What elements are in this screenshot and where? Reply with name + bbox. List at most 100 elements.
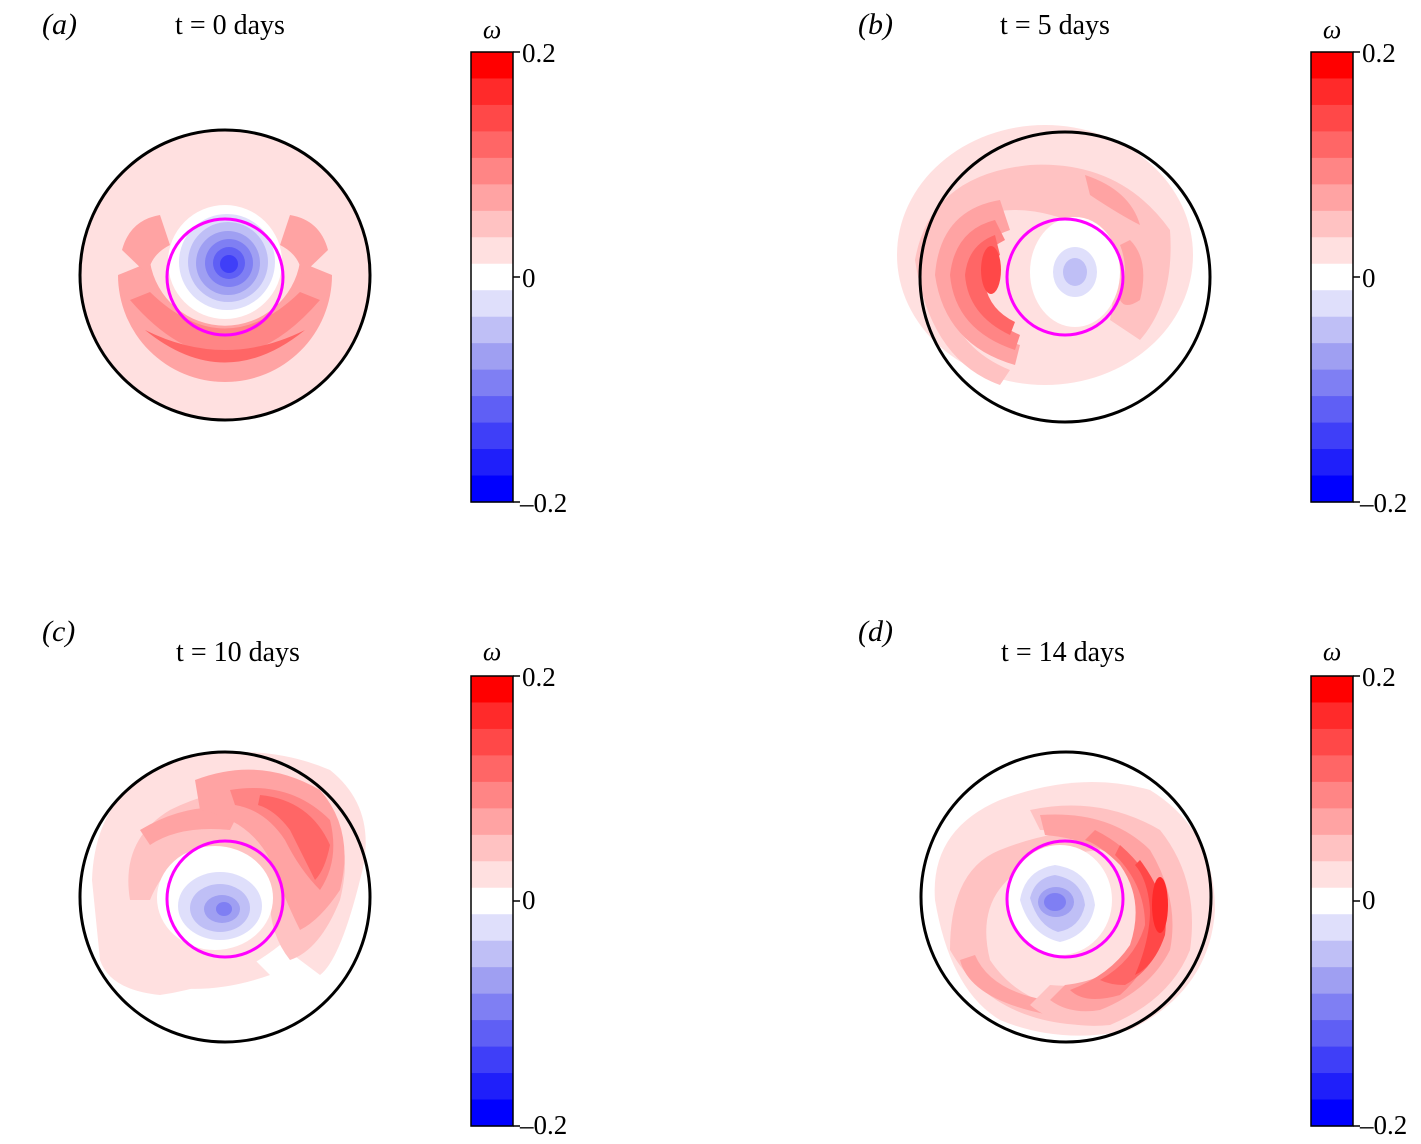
colorbar-tick-max-b: 0.2	[1362, 38, 1396, 68]
colorbar-band	[1311, 210, 1353, 238]
colorbar-band	[471, 210, 513, 238]
vorticity-field-a	[80, 130, 370, 420]
colorbar-band	[471, 781, 513, 809]
panel-title-a: t = 0 days	[175, 10, 285, 41]
colorbar-band	[1311, 184, 1353, 212]
colorbar-band	[471, 755, 513, 783]
colorbar-band	[1311, 316, 1353, 344]
outer-boundary-circle-c	[78, 750, 372, 1044]
colorbar-band	[1311, 263, 1353, 291]
colorbar-band	[1311, 1073, 1353, 1101]
colorbar-band	[1311, 343, 1353, 371]
panel-a: (a) t = 0 days ω 0.2 0	[42, 8, 567, 518]
colorbar-band	[471, 52, 513, 80]
colorbar-b: ω 0.2 0 –0.2	[1310, 15, 1407, 518]
colorbar-tick-min-c: –0.2	[519, 1110, 567, 1140]
colorbar-band	[1311, 449, 1353, 477]
colorbar-tick-zero-d: 0	[1362, 885, 1376, 915]
inner-radius-circle-c	[165, 839, 285, 959]
colorbar-tick-max-d: 0.2	[1362, 662, 1396, 692]
colorbar-band	[1311, 834, 1353, 862]
colorbar-title-b: ω	[1323, 15, 1341, 44]
vorticity-field-b	[897, 125, 1193, 385]
colorbar-tick-zero-a: 0	[522, 263, 536, 293]
panel-label-d: (d)	[858, 615, 893, 648]
colorbar-band	[1311, 1046, 1353, 1074]
colorbar-band	[471, 914, 513, 942]
colorbar-band	[1311, 940, 1353, 968]
colorbar-band	[1311, 396, 1353, 424]
colorbar-band	[471, 316, 513, 344]
colorbar-band	[471, 993, 513, 1021]
colorbar-title-c: ω	[483, 637, 501, 666]
outer-boundary-circle-d	[919, 750, 1213, 1044]
panel-title-b: t = 5 days	[1000, 10, 1110, 41]
colorbar-band	[1311, 157, 1353, 185]
colorbar-band	[471, 967, 513, 995]
colorbar-tick-min-d: –0.2	[1359, 1110, 1407, 1140]
colorbar-title-a: ω	[483, 15, 501, 44]
colorbar-band	[1311, 887, 1353, 915]
colorbar-band	[471, 676, 513, 704]
inner-radius-circle-a	[165, 217, 285, 337]
colorbar-band	[1311, 131, 1353, 159]
colorbar-band	[471, 343, 513, 371]
colorbar-band	[471, 1046, 513, 1074]
panel-label-b: (b)	[858, 8, 893, 41]
colorbar-tick-max-a: 0.2	[522, 38, 556, 68]
colorbar-band	[471, 157, 513, 185]
colorbar-band	[471, 263, 513, 291]
colorbar-tick-min-a: –0.2	[519, 488, 567, 518]
colorbar-band	[1311, 1020, 1353, 1048]
colorbar-band	[471, 475, 513, 503]
colorbar-band	[1311, 290, 1353, 318]
colorbar-band	[471, 449, 513, 477]
vorticity-field-d	[934, 782, 1215, 1036]
panel-label-c: (c)	[42, 615, 75, 648]
colorbar-band	[1311, 422, 1353, 450]
colorbar-band	[471, 702, 513, 730]
panel-title-d: t = 14 days	[1001, 637, 1125, 668]
colorbar-c: ω 0.2 0 –0.2	[470, 637, 567, 1140]
colorbar-band	[471, 422, 513, 450]
colorbar-band	[471, 1020, 513, 1048]
colorbar-tick-zero-c: 0	[522, 885, 536, 915]
colorbar-band	[1311, 755, 1353, 783]
colorbar-band	[1311, 475, 1353, 503]
colorbar-band	[1311, 78, 1353, 106]
panel-label-a: (a)	[42, 8, 77, 41]
inner-radius-circle-d	[1005, 839, 1125, 959]
colorbar-d: ω 0.2 0 –0.2	[1310, 637, 1407, 1140]
colorbar-band	[1311, 808, 1353, 836]
colorbar-band	[471, 131, 513, 159]
colorbar-band	[471, 887, 513, 915]
colorbar-band	[471, 184, 513, 212]
colorbar-band	[1311, 1099, 1353, 1127]
colorbar-band	[471, 808, 513, 836]
inner-radius-circle-b	[1005, 217, 1125, 337]
colorbar-tick-zero-b: 0	[1362, 263, 1376, 293]
colorbar-band	[1311, 237, 1353, 265]
colorbar-band	[471, 104, 513, 133]
colorbar-tick-min-b: –0.2	[1359, 488, 1407, 518]
colorbar-band	[471, 369, 513, 397]
colorbar-band	[471, 834, 513, 862]
panel-c: (c) t = 10 days ω 0.2 0 –0	[42, 615, 567, 1140]
colorbar-band	[1311, 676, 1353, 704]
colorbar-band	[471, 940, 513, 968]
panel-b: (b) t = 5 days ω 0.2 0 –0.	[858, 8, 1407, 518]
colorbar-band	[471, 396, 513, 424]
panel-d: (d) t = 14 days ω 0.2	[858, 615, 1407, 1140]
outer-boundary-circle-a	[78, 128, 372, 422]
colorbar-a: ω 0.2 0 –0.2	[470, 15, 567, 518]
colorbar-band	[1311, 781, 1353, 809]
colorbar-band	[1311, 104, 1353, 133]
colorbar-band	[471, 237, 513, 265]
colorbar-tick-max-c: 0.2	[522, 662, 556, 692]
colorbar-band	[471, 728, 513, 757]
colorbar-title-d: ω	[1323, 637, 1341, 666]
colorbar-band	[471, 1073, 513, 1101]
colorbar-band	[471, 290, 513, 318]
colorbar-band	[471, 1099, 513, 1127]
